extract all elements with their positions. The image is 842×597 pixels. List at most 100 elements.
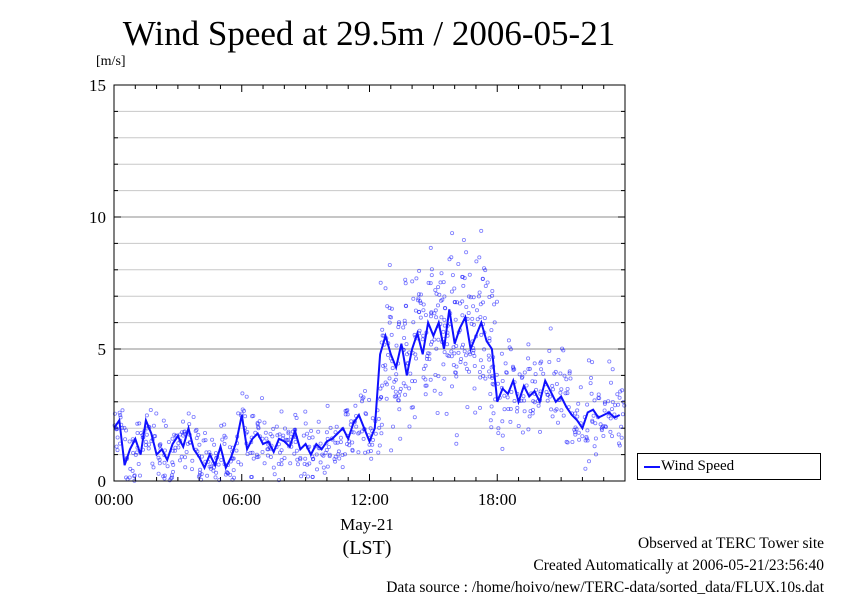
sample-point <box>398 436 403 441</box>
sample-point <box>519 375 524 380</box>
sample-point <box>193 428 198 433</box>
legend: Wind Speed <box>637 453 821 480</box>
sample-point <box>449 289 454 294</box>
sample-point <box>432 337 437 342</box>
sample-point <box>532 361 537 366</box>
sample-point <box>567 371 572 376</box>
sample-point <box>307 461 312 466</box>
sample-point <box>573 432 578 437</box>
sample-point <box>441 329 446 334</box>
sample-point <box>559 387 564 392</box>
sample-point <box>378 280 383 285</box>
sample-point <box>421 302 426 307</box>
sample-point <box>418 292 423 297</box>
sample-point <box>187 422 192 427</box>
sample-point <box>190 458 195 463</box>
sample-point <box>295 462 300 467</box>
sample-point <box>403 392 408 397</box>
sample-point <box>387 262 392 267</box>
sample-point <box>402 335 407 340</box>
sample-point <box>520 430 525 435</box>
sample-point <box>275 433 280 438</box>
x-tick-label: 00:00 <box>95 490 134 509</box>
sample-point <box>412 415 417 420</box>
sample-point <box>480 300 485 305</box>
sample-point <box>362 388 367 393</box>
sample-point <box>463 361 468 366</box>
sample-point <box>336 449 341 454</box>
sample-point <box>416 296 421 301</box>
sample-point <box>213 451 218 456</box>
sample-point <box>607 359 612 364</box>
sample-point <box>256 454 261 459</box>
sample-point <box>428 281 433 286</box>
sample-point <box>472 363 477 368</box>
sample-point <box>403 303 408 308</box>
sample-point <box>396 398 401 403</box>
sample-point <box>574 427 579 432</box>
sample-point <box>146 442 151 447</box>
sample-point <box>604 424 609 429</box>
sample-point <box>499 351 504 356</box>
sample-point <box>471 348 476 353</box>
sample-point <box>598 422 603 427</box>
sample-point <box>426 280 431 285</box>
sample-point <box>288 461 293 466</box>
sample-point <box>418 300 423 305</box>
sample-point <box>428 342 433 347</box>
sample-point <box>353 403 358 408</box>
sample-point <box>622 403 627 408</box>
sample-point <box>490 288 495 293</box>
sample-point <box>524 383 529 388</box>
sample-point <box>556 420 561 425</box>
sample-point <box>394 372 399 377</box>
sample-point <box>182 429 187 434</box>
sample-point <box>162 460 167 465</box>
sample-point <box>203 438 208 443</box>
sample-point <box>182 430 187 435</box>
sample-point <box>593 436 598 441</box>
footer-data-source: Data source : /home/hoivo/new/TERC-data/… <box>386 579 824 596</box>
sample-point <box>376 450 381 455</box>
sample-point <box>301 433 306 438</box>
sample-point <box>268 454 273 459</box>
sample-point <box>471 350 476 355</box>
sample-point <box>477 369 482 374</box>
sample-point <box>248 450 253 455</box>
sample-point <box>134 450 139 455</box>
sample-point <box>201 438 206 443</box>
sample-point <box>115 448 120 453</box>
sample-point <box>272 472 277 477</box>
sample-point <box>268 431 273 436</box>
sample-point <box>148 407 153 412</box>
sample-point <box>299 474 304 479</box>
sample-point <box>318 460 323 465</box>
sample-point <box>457 301 462 306</box>
sample-point <box>305 431 310 436</box>
sample-point <box>619 424 624 429</box>
sample-point <box>314 467 319 472</box>
sample-point <box>438 298 443 303</box>
x-tick-labels: 00:00 06:00 12:00 18:00 <box>95 490 517 509</box>
sample-point <box>610 367 615 372</box>
sample-point <box>442 376 447 381</box>
sample-point <box>435 410 440 415</box>
sample-point <box>379 431 384 436</box>
sample-point <box>584 436 589 441</box>
sample-point <box>418 299 423 304</box>
sample-point <box>592 398 597 403</box>
sample-point <box>293 412 298 417</box>
legend-line-swatch <box>644 466 660 468</box>
sample-point <box>380 333 385 338</box>
sample-point <box>394 343 399 348</box>
sample-point <box>180 419 185 424</box>
x-tick-label: 06:00 <box>222 490 261 509</box>
sample-point <box>423 392 428 397</box>
sample-point <box>396 322 401 327</box>
sample-point <box>396 393 401 398</box>
sample-point <box>385 352 390 357</box>
sample-point <box>597 396 602 401</box>
sample-point <box>467 272 472 277</box>
sample-point <box>162 476 167 481</box>
sample-point <box>401 381 406 386</box>
